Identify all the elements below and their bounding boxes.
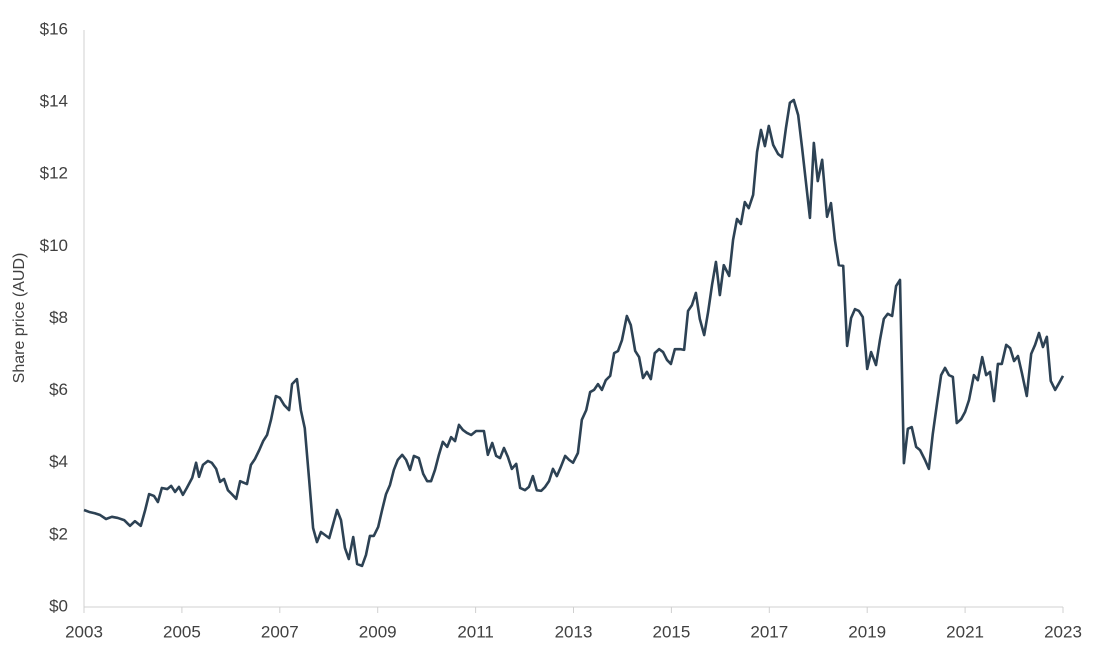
x-tick-label: 2015 <box>652 622 690 641</box>
y-tick-label: $2 <box>49 524 68 543</box>
y-tick-label: $0 <box>49 596 68 615</box>
y-tick-label: $14 <box>40 92 68 111</box>
x-tick-label: 2023 <box>1044 622 1082 641</box>
y-tick-label: $12 <box>40 164 68 183</box>
y-tick-label: $8 <box>49 308 68 327</box>
x-tick-label: 2017 <box>750 622 788 641</box>
y-tick-label: $16 <box>40 19 68 38</box>
x-tick-label: 2019 <box>848 622 886 641</box>
y-tick-label: $4 <box>49 452 68 471</box>
y-axis-label: Share price (AUD) <box>11 253 28 384</box>
y-tick-label: $10 <box>40 236 68 255</box>
x-tick-label: 2009 <box>359 622 397 641</box>
x-tick-label: 2013 <box>555 622 593 641</box>
y-tick-label: $6 <box>49 380 68 399</box>
x-tick-label: 2003 <box>65 622 103 641</box>
x-tick-label: 2021 <box>946 622 984 641</box>
x-tick-label: 2005 <box>163 622 201 641</box>
x-tick-label: 2011 <box>457 622 494 641</box>
price-line <box>83 98 1065 568</box>
x-tick-label: 2007 <box>261 622 299 641</box>
